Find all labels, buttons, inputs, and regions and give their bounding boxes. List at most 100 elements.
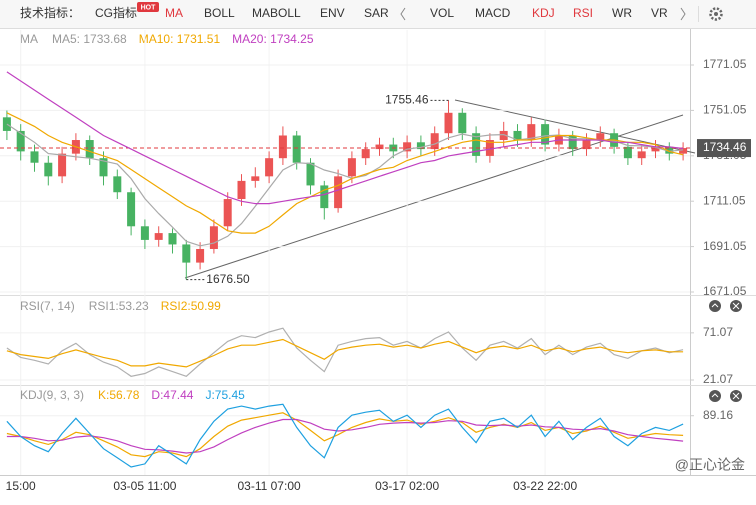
indicator-line: [6, 327, 684, 377]
legend-entry: RSI2:50.99: [161, 299, 221, 313]
candle-body: [361, 149, 370, 159]
legend-entry: RSI1:53.23: [89, 299, 149, 313]
candle-body: [485, 140, 494, 156]
indicator-line: [6, 338, 684, 368]
close-icon: [732, 302, 740, 310]
annotation: 1755.46: [385, 93, 429, 107]
y-tick-label: 1711.05: [703, 193, 746, 207]
candle-body: [44, 162, 53, 177]
indicator-line: [6, 123, 684, 247]
indicator-tab[interactable]: CG指标: [95, 5, 137, 20]
candle-body: [458, 112, 467, 134]
candle-body: [278, 135, 287, 159]
indicator-line: [6, 418, 684, 454]
settings-icon[interactable]: [709, 7, 723, 21]
candle-body: [16, 130, 25, 152]
indicator-tab[interactable]: MABOLL: [252, 6, 301, 20]
legend-entry: K:56.78: [98, 388, 140, 402]
candle-body: [403, 142, 412, 152]
candle-body: [306, 162, 315, 186]
collapse-icon: [711, 303, 719, 308]
candle-body: [209, 226, 218, 249]
panel-title: MA: [20, 32, 38, 46]
y-tick-label: 1771.05: [703, 57, 747, 71]
toolbar-label: 技术指标：: [20, 5, 80, 20]
indicator-line: [6, 403, 684, 468]
candle-body: [292, 135, 301, 163]
legend-entry: D:47.44: [151, 388, 193, 402]
candle-body: [375, 144, 384, 150]
indicator-tab[interactable]: BOLL: [204, 6, 235, 20]
candle-body: [430, 133, 439, 150]
indicator-tab[interactable]: SAR: [364, 6, 389, 20]
hot-badge-text: HOT: [141, 4, 157, 11]
candle-body: [416, 142, 425, 150]
hot-badge: [137, 2, 159, 12]
candle-body: [99, 158, 108, 177]
x-tick-label: 15:00: [6, 479, 36, 493]
candle-body: [596, 133, 605, 141]
candle-body: [679, 148, 688, 154]
gear-center: [714, 12, 718, 16]
y-tick-label: 71.07: [703, 325, 733, 339]
candle-body: [85, 140, 94, 159]
x-tick-label: 03-17 02:00: [375, 479, 439, 493]
candle-body: [444, 112, 453, 134]
indicator-line: [6, 71, 684, 205]
scroll-right[interactable]: [680, 7, 686, 21]
candle-body: [334, 176, 343, 209]
indicator-tab[interactable]: VOL: [430, 6, 454, 20]
close-icon: [732, 392, 740, 400]
toolbar-bg: [0, 0, 756, 28]
x-tick-label: 03-05 11:00: [113, 479, 176, 493]
candle-body: [196, 248, 205, 263]
y-tick-label: 1691.05: [703, 239, 747, 253]
candle-body: [113, 176, 122, 193]
indicator-tab[interactable]: ENV: [320, 6, 345, 20]
x-tick-label: 03-22 22:00: [513, 479, 577, 493]
y-tick-label: 1671.05: [703, 284, 747, 298]
candle-body: [237, 180, 246, 200]
candle-body: [541, 124, 550, 145]
indicator-tab[interactable]: KDJ: [532, 6, 555, 20]
candle-body: [623, 146, 632, 159]
candle-body: [30, 151, 39, 163]
last-price-label: 1734.46: [703, 140, 747, 154]
candle-body: [154, 233, 163, 240]
candle-body: [665, 146, 674, 154]
panel-title: RSI(7, 14): [20, 299, 75, 313]
indicator-line: [6, 112, 684, 234]
indicator-tab[interactable]: VR: [651, 6, 668, 20]
candle-body: [651, 146, 660, 152]
candle-body: [527, 124, 536, 141]
indicator-line: [6, 412, 684, 458]
legend-entry: MA5: 1733.68: [52, 32, 127, 46]
scroll-left[interactable]: [400, 7, 406, 21]
indicator-tab[interactable]: MACD: [475, 6, 511, 20]
collapse-button[interactable]: [709, 390, 721, 402]
candle-body: [472, 133, 481, 156]
panel-title: KDJ(9, 3, 3): [20, 388, 84, 402]
candle-body: [223, 199, 232, 227]
candle-body: [347, 158, 356, 177]
collapse-icon: [711, 393, 719, 398]
candle-body: [58, 153, 67, 177]
legend-entry: J:75.45: [205, 388, 245, 402]
indicator-tab[interactable]: RSI: [573, 6, 593, 20]
y-tick-label: 1751.05: [703, 103, 747, 117]
candle-body: [513, 130, 522, 141]
indicator-tab[interactable]: WR: [612, 6, 632, 20]
collapse-button[interactable]: [709, 300, 721, 312]
legend-entry: MA20: 1734.25: [232, 32, 314, 46]
x-tick-label: 03-11 07:00: [238, 479, 301, 493]
panel-controls: [709, 300, 742, 402]
candle-body: [140, 226, 149, 240]
annotation: 1676.50: [206, 272, 250, 286]
indicator-tab[interactable]: MA: [165, 6, 183, 20]
candle-body: [127, 192, 136, 227]
candle-body: [320, 185, 329, 209]
candle-body: [568, 135, 577, 150]
legend-entry: MA10: 1731.51: [139, 32, 221, 46]
gear: [709, 7, 723, 21]
